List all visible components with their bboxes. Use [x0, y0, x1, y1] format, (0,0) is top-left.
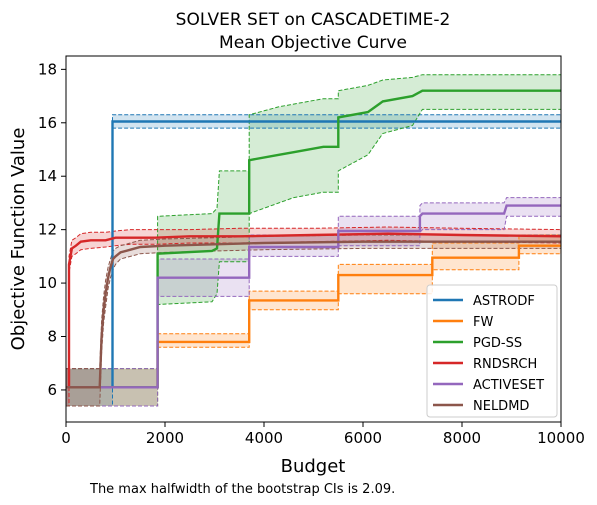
ci-footnote: The max halfwidth of the bootstrap CIs i… — [89, 482, 395, 497]
y-tick-label: 6 — [47, 381, 57, 399]
y-tick-label: 18 — [38, 60, 57, 78]
x-axis-label: Budget — [281, 456, 346, 477]
legend-label-rndsrch: RNDSRCH — [473, 357, 537, 372]
y-tick-label: 10 — [38, 274, 57, 292]
x-tick-label: 6000 — [344, 429, 382, 447]
y-tick-label: 16 — [38, 114, 57, 132]
chart-legend: ASTRODF FW PGD-SS RNDSRCH ACTIVESET NELDMD — [426, 284, 558, 418]
y-tick-label: 14 — [38, 167, 57, 185]
legend-label-astrodf: ASTRODF — [473, 294, 535, 309]
legend-label-neldmd: NELDMD — [473, 399, 529, 414]
y-tick-label: 8 — [47, 328, 57, 346]
ci-band-neldmd — [66, 235, 561, 406]
legend-label-activeset: ACTIVESET — [473, 378, 544, 393]
ci-upper-astrodf — [66, 114, 561, 370]
series-line-pgd-ss — [66, 89, 561, 389]
x-tick-label: 4000 — [245, 429, 283, 447]
ci-band-activeset — [66, 197, 561, 406]
ci-band-fw — [66, 235, 561, 406]
ci-band-pgd-ss — [66, 74, 561, 406]
y-axis-ticks: 6 8 10 12 14 16 18 — [38, 60, 66, 399]
ci-band-rndsrch — [66, 227, 561, 406]
x-tick-label: 8000 — [443, 429, 481, 447]
x-tick-label: 0 — [61, 429, 71, 447]
x-axis-ticks: 0 2000 4000 6000 8000 10000 — [61, 422, 585, 447]
mean-curves — [66, 89, 561, 389]
y-tick-label: 12 — [38, 221, 57, 239]
legend-label-fw: FW — [473, 315, 493, 330]
x-tick-label: 2000 — [146, 429, 184, 447]
plot-frame — [65, 55, 562, 423]
ci-lower-astrodf — [66, 127, 561, 407]
ci-upper-neldmd — [66, 234, 561, 370]
chart-subtitle: Mean Objective Curve — [219, 33, 407, 53]
x-tick-label: 10000 — [537, 429, 585, 447]
ci-upper-pgd-ss — [66, 74, 561, 370]
chart-title: SOLVER SET on CASCADETIME-2 — [176, 10, 451, 30]
y-axis-label: Objective Function Value — [8, 128, 29, 351]
series-line-neldmd — [66, 240, 561, 389]
ci-upper-rndsrch — [66, 226, 561, 370]
series-line-activeset — [66, 204, 561, 389]
confidence-bands — [66, 74, 561, 407]
legend-label-pgd-ss: PGD-SS — [473, 336, 522, 351]
